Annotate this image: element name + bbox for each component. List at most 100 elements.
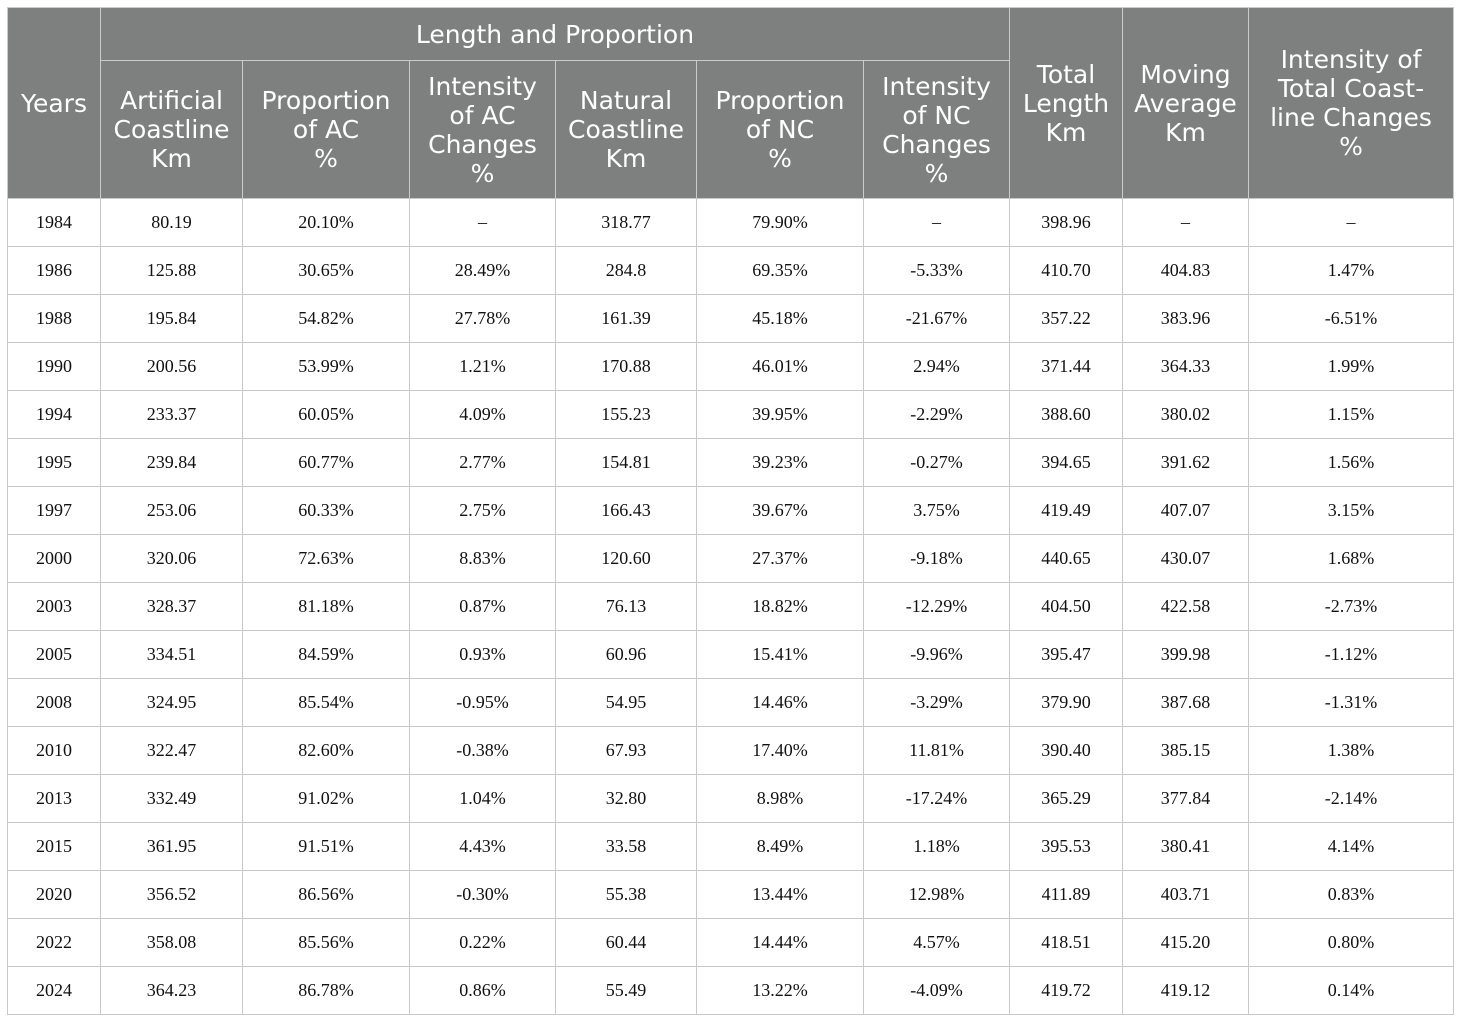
cell-moving-average: 391.62	[1122, 438, 1249, 487]
cell-moving-average: 385.15	[1122, 726, 1249, 775]
cell-intensity-nc: -9.96%	[863, 630, 1010, 679]
cell-artificial-coastline: 364.23	[100, 966, 243, 1015]
table-row: 2013 332.49 91.02% 1.04% 32.80 8.98% -17.24% 36…	[7, 774, 1454, 823]
cell-proportion-ac: 60.33%	[242, 486, 410, 535]
table-row: 2005 334.51 84.59% 0.93% 60.96 15.41% -9.96% 39…	[7, 630, 1454, 679]
cell-intensity-total: 1.47%	[1248, 246, 1454, 295]
cell-intensity-total: -2.73%	[1248, 582, 1454, 631]
cell-proportion-ac: 86.78%	[242, 966, 410, 1015]
cell-intensity-nc: -9.18%	[863, 534, 1010, 583]
cell-intensity-nc: 4.57%	[863, 918, 1010, 967]
cell-proportion-ac: 82.60%	[242, 726, 410, 775]
cell-moving-average: 380.41	[1122, 822, 1249, 871]
cell-proportion-ac: 91.02%	[242, 774, 410, 823]
cell-moving-average: 415.20	[1122, 918, 1249, 967]
table-row: 1984 80.19 20.10% –318.77 79.90% –398.96– –	[7, 198, 1454, 247]
cell-intensity-ac: 28.49%	[409, 246, 556, 295]
header-years: Years	[7, 7, 101, 199]
cell-intensity-total: -1.12%	[1248, 630, 1454, 679]
cell-natural-coastline: 318.77	[555, 198, 697, 247]
cell-artificial-coastline: 356.52	[100, 870, 243, 919]
cell-intensity-ac: 0.93%	[409, 630, 556, 679]
cell-intensity-total: -6.51%	[1248, 294, 1454, 343]
cell-natural-coastline: 170.88	[555, 342, 697, 391]
cell-moving-average: 419.12	[1122, 966, 1249, 1015]
cell-proportion-nc: 27.37%	[696, 534, 864, 583]
cell-natural-coastline: 60.96	[555, 630, 697, 679]
cell-natural-coastline: 54.95	[555, 678, 697, 727]
cell-proportion-nc: 8.49%	[696, 822, 864, 871]
cell-intensity-total: 4.14%	[1248, 822, 1454, 871]
cell-artificial-coastline: 334.51	[100, 630, 243, 679]
cell-intensity-ac: 27.78%	[409, 294, 556, 343]
cell-total-length: 418.51	[1009, 918, 1123, 967]
table-row: 1995 239.84 60.77% 2.77% 154.81 39.23% -0.27% 3…	[7, 438, 1454, 487]
cell-proportion-ac: 60.05%	[242, 390, 410, 439]
cell-intensity-total: –	[1248, 198, 1454, 247]
cell-artificial-coastline: 322.47	[100, 726, 243, 775]
cell-year: 1986	[7, 246, 101, 295]
cell-intensity-total: 3.15%	[1248, 486, 1454, 535]
cell-year: 2020	[7, 870, 101, 919]
cell-year: 1994	[7, 390, 101, 439]
cell-artificial-coastline: 233.37	[100, 390, 243, 439]
cell-proportion-nc: 17.40%	[696, 726, 864, 775]
cell-year: 1988	[7, 294, 101, 343]
header-proportion-nc: Proportion of NC %	[696, 60, 864, 199]
cell-moving-average: 377.84	[1122, 774, 1249, 823]
header-artificial-coastline: Artificial Coastline Km	[100, 60, 243, 199]
cell-intensity-total: 1.38%	[1248, 726, 1454, 775]
cell-intensity-ac: 2.75%	[409, 486, 556, 535]
table-row: 1986 125.88 30.65% 28.49% 284.8 69.35% -5.33% 4…	[7, 246, 1454, 295]
cell-moving-average: 399.98	[1122, 630, 1249, 679]
cell-proportion-nc: 13.22%	[696, 966, 864, 1015]
cell-artificial-coastline: 332.49	[100, 774, 243, 823]
cell-total-length: 419.49	[1009, 486, 1123, 535]
cell-proportion-ac: 30.65%	[242, 246, 410, 295]
table-row: 2022 358.08 85.56% 0.22% 60.44 14.44% 4.57% 418…	[7, 918, 1454, 967]
cell-proportion-nc: 39.95%	[696, 390, 864, 439]
cell-total-length: 419.72	[1009, 966, 1123, 1015]
cell-moving-average: 422.58	[1122, 582, 1249, 631]
cell-moving-average: 404.83	[1122, 246, 1249, 295]
header-moving-average: Moving Average Km	[1122, 7, 1249, 199]
cell-intensity-nc: 2.94%	[863, 342, 1010, 391]
cell-natural-coastline: 55.49	[555, 966, 697, 1015]
cell-intensity-nc: 1.18%	[863, 822, 1010, 871]
cell-intensity-ac: 0.22%	[409, 918, 556, 967]
cell-moving-average: 387.68	[1122, 678, 1249, 727]
cell-proportion-nc: 8.98%	[696, 774, 864, 823]
cell-intensity-ac: 1.04%	[409, 774, 556, 823]
cell-intensity-nc: -17.24%	[863, 774, 1010, 823]
cell-artificial-coastline: 320.06	[100, 534, 243, 583]
cell-artificial-coastline: 361.95	[100, 822, 243, 871]
cell-moving-average: 380.02	[1122, 390, 1249, 439]
cell-intensity-total: -2.14%	[1248, 774, 1454, 823]
cell-proportion-nc: 69.35%	[696, 246, 864, 295]
table-row: 2020 356.52 86.56% -0.30% 55.38 13.44% 12.98% 4…	[7, 870, 1454, 919]
header-natural-coastline: Natural Coastline Km	[555, 60, 697, 199]
cell-intensity-total: 1.15%	[1248, 390, 1454, 439]
coastline-table: Years Length and Proportion Total Length…	[7, 7, 1454, 1015]
cell-year: 1990	[7, 342, 101, 391]
cell-intensity-total: 1.99%	[1248, 342, 1454, 391]
cell-intensity-nc: 12.98%	[863, 870, 1010, 919]
table-header: Years Length and Proportion Total Length…	[7, 7, 1454, 199]
cell-intensity-ac: 0.86%	[409, 966, 556, 1015]
cell-intensity-nc: 11.81%	[863, 726, 1010, 775]
cell-artificial-coastline: 195.84	[100, 294, 243, 343]
table-row: 2003 328.37 81.18% 0.87% 76.13 18.82% -12.29% 4…	[7, 582, 1454, 631]
cell-year: 2013	[7, 774, 101, 823]
cell-natural-coastline: 55.38	[555, 870, 697, 919]
cell-year: 2000	[7, 534, 101, 583]
cell-proportion-nc: 14.44%	[696, 918, 864, 967]
table-body: 1984 80.19 20.10% –318.77 79.90% –398.96– –198…	[7, 198, 1454, 1015]
cell-moving-average: 364.33	[1122, 342, 1249, 391]
cell-proportion-ac: 84.59%	[242, 630, 410, 679]
cell-artificial-coastline: 358.08	[100, 918, 243, 967]
cell-moving-average: 403.71	[1122, 870, 1249, 919]
cell-proportion-ac: 81.18%	[242, 582, 410, 631]
cell-intensity-nc: -4.09%	[863, 966, 1010, 1015]
cell-year: 2022	[7, 918, 101, 967]
cell-total-length: 394.65	[1009, 438, 1123, 487]
